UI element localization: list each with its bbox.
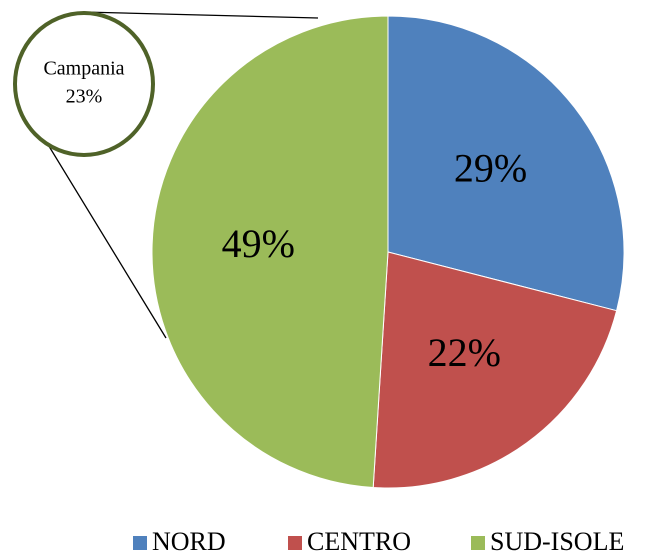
annotation-label: Campania <box>43 58 124 80</box>
callout-line <box>82 11 319 19</box>
pie-slice <box>151 15 389 489</box>
pie-slice <box>372 251 618 489</box>
data-label: 29% <box>454 146 527 191</box>
legend-swatch <box>471 536 485 550</box>
data-label: 49% <box>222 221 295 266</box>
callout-line <box>32 119 167 339</box>
legend-label: SUD-ISOLE <box>490 527 624 554</box>
legend-swatch <box>288 536 302 550</box>
callout-ellipse <box>13 11 155 157</box>
pie-slice <box>387 15 625 312</box>
legend-swatch <box>133 536 147 550</box>
legend-label: NORD <box>152 527 226 554</box>
pie <box>151 15 625 489</box>
annotation-value: 23% <box>66 86 103 108</box>
legend-label: CENTRO <box>307 527 411 554</box>
data-label: 22% <box>428 330 501 375</box>
